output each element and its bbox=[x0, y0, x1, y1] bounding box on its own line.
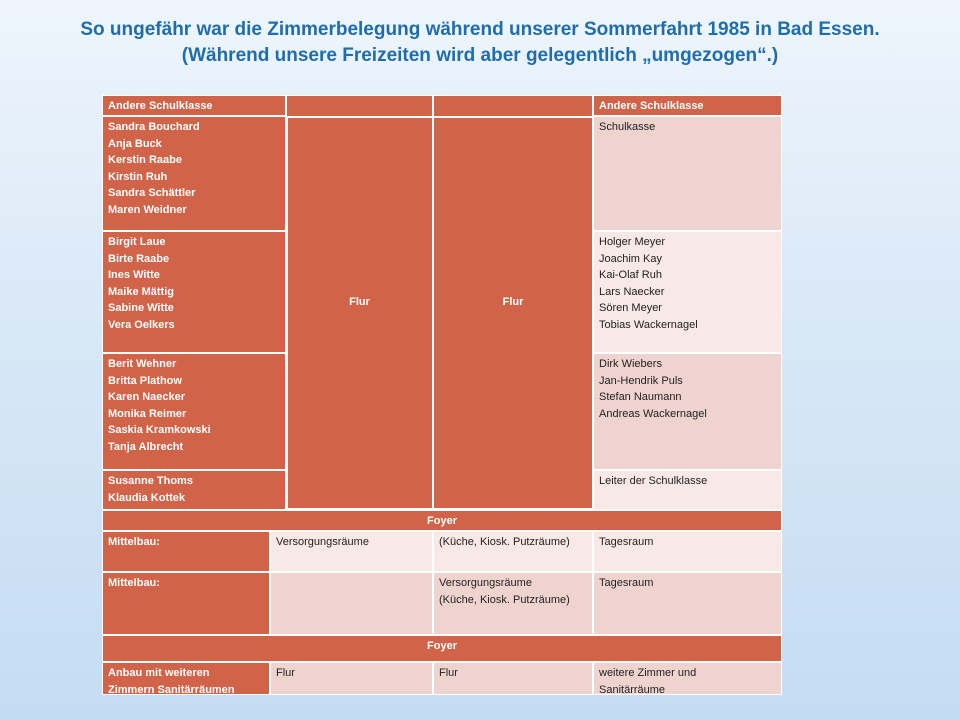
room-cell: Tagesraum bbox=[593, 531, 782, 572]
cell-text: Schulkasse bbox=[599, 121, 656, 133]
room-cell: (Küche, Kiosk. Putzräume) bbox=[433, 531, 593, 572]
cell-text: Sören Meyer bbox=[599, 302, 662, 314]
cell-text: Saskia Kramkowski bbox=[108, 424, 211, 436]
cell-text: Holger Meyer bbox=[599, 236, 666, 248]
cell-text: Versorgungsräume bbox=[276, 536, 369, 548]
room-cell: Leiter der Schulklasse bbox=[593, 470, 782, 510]
corridor-frame bbox=[286, 116, 593, 510]
room-cell: Dirk Wiebers Jan-Hendrik Puls Stefan Nauma… bbox=[593, 353, 782, 470]
room-cell: Mittelbau: bbox=[102, 531, 270, 572]
cell-text: Anbau mit weiteren bbox=[108, 667, 210, 679]
cell-text: Birgit Laue bbox=[108, 236, 166, 248]
title-line: So ungefähr war die Zimmerbelegung währe… bbox=[80, 19, 880, 40]
room-cell: Susanne Thoms Klaudia Kottek bbox=[102, 470, 286, 510]
cell-text: Andere Schulklasse bbox=[599, 100, 704, 112]
cell-text: Sandra Bouchard bbox=[108, 121, 200, 133]
cell-text: Andere Schulklasse bbox=[108, 100, 213, 112]
cell-text: Monika Reimer bbox=[108, 407, 187, 420]
room-cell: Tagesraum bbox=[593, 572, 782, 635]
cell-text: Flur bbox=[276, 667, 295, 679]
cell-text: Versorgungsräume bbox=[439, 577, 532, 589]
cell-text: Mittelbau: bbox=[108, 536, 160, 548]
cell-text: Stefan Naumann bbox=[599, 391, 682, 403]
room-cell: Berit Wehner Britta Plathow Karen Naecker M… bbox=[102, 353, 286, 470]
room-cell: Mittelbau: bbox=[102, 572, 270, 635]
cell-text: Karen Naecker bbox=[108, 391, 186, 403]
room-cell: Flur bbox=[433, 95, 593, 510]
cell-text: Klaudia Kottek bbox=[108, 491, 186, 504]
room-cell: Birgit Laue Birte Raabe Ines Witte Maike Mä… bbox=[102, 231, 286, 353]
cell-text: weitere Zimmer und bbox=[599, 667, 697, 679]
cell-text: Tagesraum bbox=[599, 536, 654, 548]
cell-text: Joachim Kay bbox=[599, 252, 662, 265]
cell-text: Maike Mättig bbox=[108, 285, 175, 298]
cell-text: Mittelbau: bbox=[108, 577, 160, 589]
cell-text: Maren Weidner bbox=[108, 203, 187, 216]
room-cell: Versorgungsräume bbox=[270, 531, 433, 572]
cell-text: Tobias Wackernagel bbox=[599, 318, 698, 331]
cell-text: Sandra Schättler bbox=[108, 187, 196, 199]
cell-text: Anja Buck bbox=[108, 137, 162, 150]
title-line: (Während unsere Freizeiten wird aber gel… bbox=[181, 45, 779, 66]
cell-text: (Küche, Kiosk. Putzräume) bbox=[439, 536, 570, 548]
room-cell: Flur bbox=[270, 662, 433, 695]
cell-text: Lars Naecker bbox=[599, 285, 665, 298]
cell-text: Birte Raabe bbox=[108, 252, 170, 265]
cell-text: Ines Witte bbox=[108, 269, 160, 281]
cell-text: Dirk Wiebers bbox=[599, 358, 662, 370]
cell-text: Flur bbox=[439, 667, 458, 679]
room-cell: weitere Zimmer und Sanitärräume bbox=[593, 662, 782, 696]
cell-text: Kerstin Raabe bbox=[108, 154, 182, 166]
cell-text: Britta Plathow bbox=[108, 374, 182, 387]
cell-text: Andreas Wackernagel bbox=[599, 407, 707, 420]
cell-text: Susanne Thoms bbox=[108, 475, 193, 487]
cell-text: Flur bbox=[502, 296, 524, 309]
room-cell: Foyer bbox=[102, 510, 782, 531]
cell-text: Foyer bbox=[427, 515, 457, 527]
cell-text: Jan-Hendrik Puls bbox=[599, 374, 683, 387]
room-cell: Anbau mit weiteren Zimmern Sanitärräumen bbox=[102, 662, 270, 696]
cell-text: Berit Wehner bbox=[108, 358, 177, 370]
cell-text: Tanja Albrecht bbox=[108, 440, 184, 453]
cell-text: (Küche, Kiosk. Putzräume) bbox=[439, 593, 570, 606]
cell-text: Vera Oelkers bbox=[108, 318, 175, 331]
cell-text: Leiter der Schulklasse bbox=[599, 475, 708, 487]
room-cell: Andere Schulklasse bbox=[593, 95, 782, 116]
cell-text: Sabine Witte bbox=[108, 302, 174, 314]
cell-text: Tagesraum bbox=[599, 577, 654, 589]
cell-text: Foyer bbox=[427, 640, 457, 652]
room-cell: Holger Meyer Joachim Kay Kai-Olaf Ruh Lars … bbox=[593, 231, 782, 353]
cell-text: Sanitärräume bbox=[599, 683, 666, 696]
room-cell: Flur bbox=[433, 662, 593, 695]
room-cell: Schulkasse bbox=[593, 116, 782, 231]
cell-text: Kirstin Ruh bbox=[108, 170, 168, 183]
room-cell: Andere Schulklasse bbox=[102, 95, 286, 116]
room-cell: Sandra Bouchard Anja Buck Kerstin Raabe Kir… bbox=[102, 116, 286, 231]
cell-text: Flur bbox=[349, 296, 370, 309]
room-cell bbox=[270, 572, 433, 635]
cell-text: Zimmern Sanitärräumen bbox=[108, 683, 235, 696]
room-cell: Flur bbox=[286, 95, 433, 510]
cell-text: Kai-Olaf Ruh bbox=[599, 269, 662, 281]
room-cell: Versorgungsräume (Küche, Kiosk. Putzräume… bbox=[433, 572, 593, 635]
room-cell: Foyer bbox=[102, 635, 782, 662]
